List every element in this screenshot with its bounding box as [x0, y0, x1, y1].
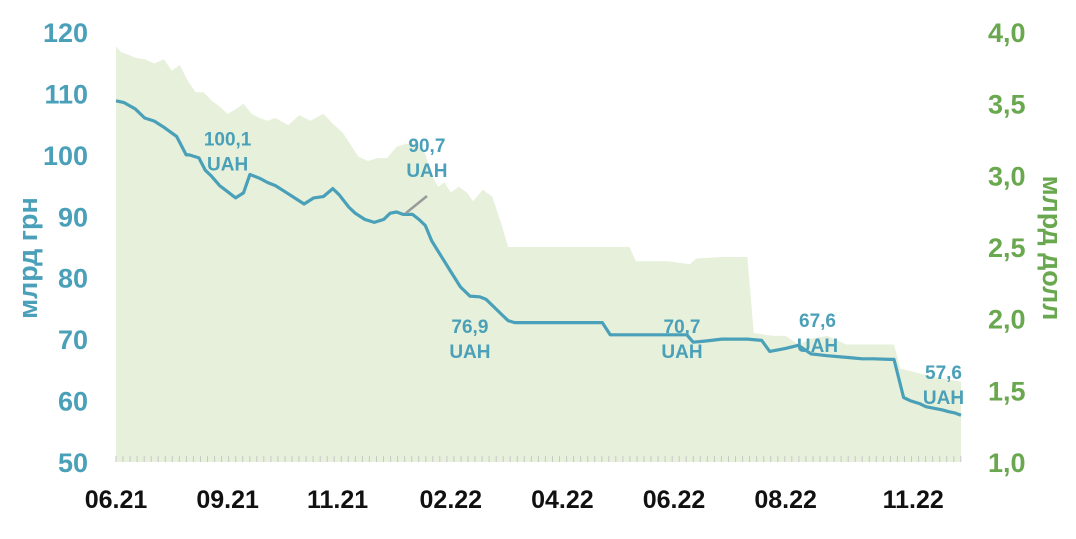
y-tick-right: 3,0 — [988, 161, 1026, 191]
y-tick-left: 100 — [43, 141, 88, 171]
leader-line — [405, 195, 428, 214]
annotations: 100,1 UAH 90,7 UAH 76,9 UAH 70,7 UAH 67,6 UAH 57,6… — [204, 130, 964, 409]
x-tick: 04.22 — [531, 486, 594, 514]
x-axis-ticks: 06.21 09.21 11.21 02.22 04.22 06.22 08.22 11.22 — [85, 486, 944, 514]
y-tick-left: 50 — [58, 448, 88, 478]
y-axis-title-right: млрд долл — [1037, 176, 1067, 321]
annotation-unit: UAH — [406, 161, 447, 182]
x-tick: 08.22 — [754, 486, 817, 514]
usd-area-layer — [116, 46, 961, 463]
y-tick-right: 2,0 — [988, 305, 1026, 335]
y-tick-left: 60 — [58, 387, 88, 417]
y-tick-right: 1,0 — [988, 448, 1026, 478]
y-tick-right: 1,5 — [988, 376, 1026, 406]
x-tick: 11.21 — [307, 486, 368, 514]
annotation-unit: UAH — [661, 342, 702, 363]
annotation-value: 70,7 — [664, 317, 701, 338]
y-tick-right: 3,5 — [988, 90, 1026, 120]
y-tick-left: 80 — [58, 264, 88, 294]
annotation-unit: UAH — [207, 155, 248, 176]
x-tick: 02.22 — [420, 486, 483, 514]
annotation-value: 100,1 — [204, 130, 252, 151]
leader-line-layer — [405, 195, 428, 214]
right-axis-ticks: 1,0 1,5 2,0 2,5 3,0 3,5 4,0 — [988, 18, 1026, 478]
x-tick: 06.22 — [643, 486, 706, 514]
annotation-unit: UAH — [449, 342, 490, 363]
y-axis-title-left: млрд грн — [13, 197, 43, 319]
y-tick-left: 110 — [44, 79, 88, 109]
annotation-value: 57,6 — [925, 363, 962, 384]
x-minor-ticks — [115, 456, 962, 462]
y-tick-left: 90 — [58, 202, 88, 232]
annotation-value: 67,6 — [799, 311, 836, 332]
x-tick: 06.21 — [85, 486, 148, 514]
annotation-value: 76,9 — [451, 317, 488, 338]
usd-reserves-area — [116, 46, 961, 463]
annotation-value: 90,7 — [408, 136, 445, 157]
x-tick: 09.21 — [196, 486, 259, 514]
y-tick-left: 70 — [58, 325, 88, 355]
annotation-unit: UAH — [923, 388, 964, 409]
left-axis-ticks: 50 60 70 80 90 100 110 120 — [43, 18, 88, 478]
annotation-unit: UAH — [797, 336, 838, 357]
uah-reserves-line — [115, 99, 962, 417]
y-tick-left: 120 — [43, 18, 88, 48]
x-tick: 11.22 — [883, 486, 944, 514]
y-tick-right: 4,0 — [988, 18, 1026, 48]
uah-line-layer — [115, 99, 962, 417]
y-tick-right: 2,5 — [988, 233, 1026, 263]
